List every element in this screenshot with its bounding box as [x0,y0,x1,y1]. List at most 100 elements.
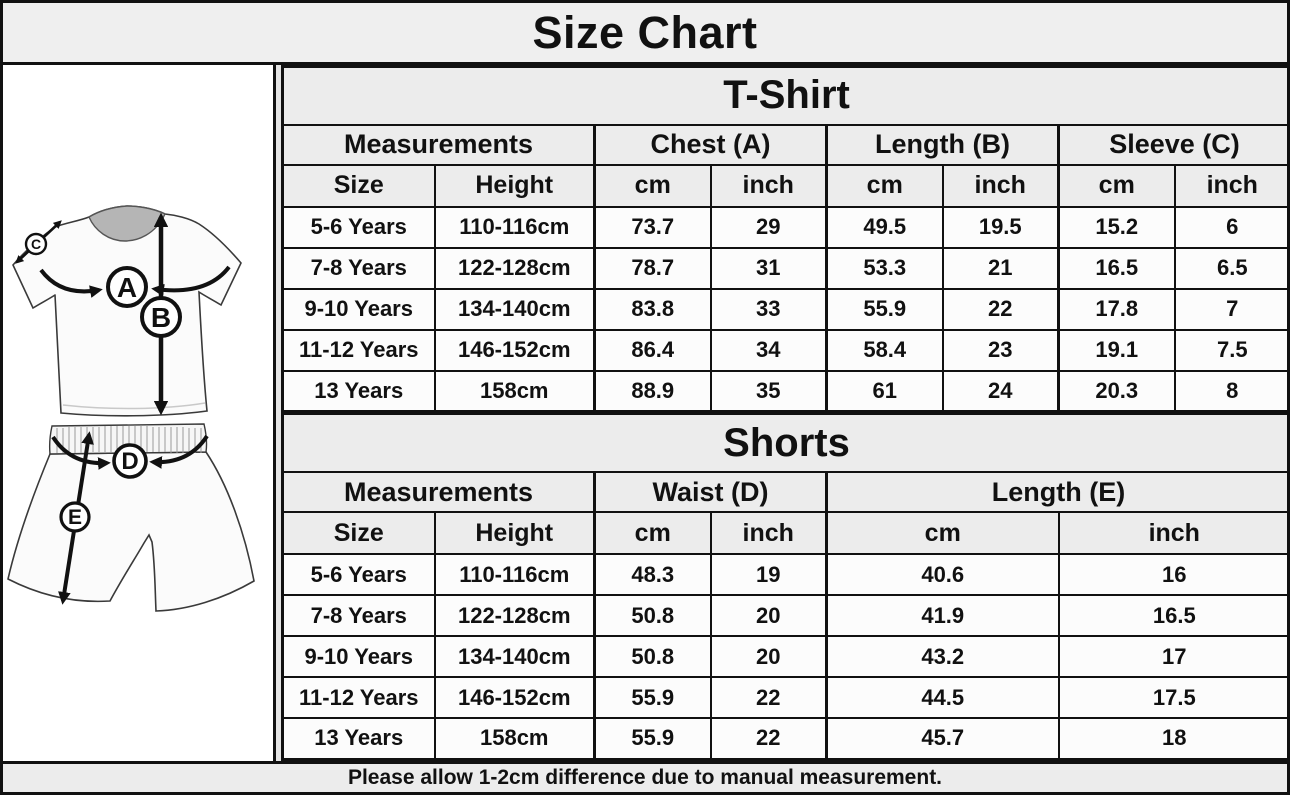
table-cell: 122-128cm [433,594,596,637]
table-cell: 18 [1057,717,1287,760]
waist-label: D [121,448,138,475]
table-cell: 7-8 Years [281,594,436,637]
table-cell: 158cm [433,717,596,760]
table-row: 7-8 Years 122-128cm 78.7 31 53.3 21 16.5 6.5 [281,246,1287,290]
sleeve-arrow: C [15,220,62,264]
chest-label-circle: A [106,266,148,308]
tshirt-group-length: Length (B) [825,123,1060,166]
length-label-circle: B [140,296,182,338]
table-cell: 16.5 [1057,594,1287,637]
table-row: 13 Years 158cm 55.9 22 45.7 18 [281,717,1287,760]
table-cell: 5-6 Years [281,553,436,596]
table-cell: 86.4 [593,328,712,372]
column-header-inch: inch [709,511,828,555]
table-cell: 50.8 [593,594,712,637]
illustration-panel: C A B [3,65,276,761]
table-cell: 44.5 [825,676,1060,719]
chest-label: A [117,272,137,303]
column-header-size: Size [281,511,436,555]
shorts-length-label-circle: E [59,501,91,533]
table-cell: 55.9 [593,676,712,719]
table-cell: 13 Years [281,369,436,413]
table-cell: 16 [1057,553,1287,596]
waist-label-circle: D [112,443,148,479]
shorts-section-title: Shorts [281,413,1287,473]
table-cell: 22 [709,717,828,760]
tshirt-group-measurements: Measurements [281,123,596,166]
column-header-cm: cm [593,511,712,555]
tshirt-illustration [12,205,242,417]
column-header-inch: inch [1173,163,1287,208]
main-area: C A B [3,65,1287,761]
table-cell: 15.2 [1057,205,1176,249]
table-cell: 20 [709,594,828,637]
table-row: 5-6 Years 110-116cm 73.7 29 49.5 19.5 15.2 6 [281,205,1287,249]
table-cell: 33 [709,287,828,331]
column-header-cm: cm [825,511,1060,555]
table-cell: 22 [709,676,828,719]
table-cell: 43.2 [825,635,1060,678]
table-cell: 29 [709,205,828,249]
table-row: 11-12 Years 146-152cm 55.9 22 44.5 17.5 [281,676,1287,719]
table-cell: 88.9 [593,369,712,413]
table-cell: 158cm [433,369,596,413]
waist-arrow-right [149,434,209,469]
table-cell: 17.5 [1057,676,1287,719]
shorts-size-table: Shorts Measurements Waist (D) Length (E)… [281,413,1287,761]
table-cell: 55.9 [825,287,944,331]
table-cell: 19 [709,553,828,596]
table-row: 13 Years 158cm 88.9 35 61 24 20.3 8 [281,369,1287,413]
table-cell: 50.8 [593,635,712,678]
table-cell: 11-12 Years [281,676,436,719]
table-cell: 7-8 Years [281,246,436,290]
table-cell: 20.3 [1057,369,1176,413]
table-row: 7-8 Years 122-128cm 50.8 20 41.9 16.5 [281,594,1287,637]
table-cell: 83.8 [593,287,712,331]
table-cell: 23 [941,328,1060,372]
table-cell: 9-10 Years [281,635,436,678]
table-cell: 110-116cm [433,205,596,249]
shorts-length-label: E [68,506,82,529]
column-header-cm: cm [593,163,712,208]
table-cell: 24 [941,369,1060,413]
column-header-inch: inch [1057,511,1287,555]
table-cell: 5-6 Years [281,205,436,249]
table-cell: 134-140cm [433,287,596,331]
table-cell: 8 [1173,369,1287,413]
table-cell: 41.9 [825,594,1060,637]
shorts-group-waist: Waist (D) [593,471,828,513]
table-cell: 110-116cm [433,553,596,596]
chest-arrow-right [151,265,231,297]
shorts-group-measurements: Measurements [281,471,596,513]
tables-column: T-Shirt Measurements Chest (A) Length (B… [281,65,1287,761]
table-cell: 7 [1173,287,1287,331]
column-header-height: Height [433,163,596,208]
table-cell: 53.3 [825,246,944,290]
table-cell: 6 [1173,205,1287,249]
table-cell: 78.7 [593,246,712,290]
waist-arrow-left [51,435,111,470]
tshirt-section-title: T-Shirt [281,65,1287,126]
table-cell: 7.5 [1173,328,1287,372]
page-title: Size Chart [532,6,758,58]
column-header-height: Height [433,511,596,555]
table-cell: 20 [709,635,828,678]
table-cell: 73.7 [593,205,712,249]
table-row: 5-6 Years 110-116cm 48.3 19 40.6 16 [281,553,1287,596]
table-cell: 6.5 [1173,246,1287,290]
table-row: 9-10 Years 134-140cm 83.8 33 55.9 22 17.8 7 [281,287,1287,331]
table-row: 11-12 Years 146-152cm 86.4 34 58.4 23 19.1 7.5 [281,328,1287,372]
table-cell: 13 Years [281,717,436,760]
column-header-inch: inch [709,163,828,208]
table-cell: 40.6 [825,553,1060,596]
table-row: 9-10 Years 134-140cm 50.8 20 43.2 17 [281,635,1287,678]
footer-note: Please allow 1-2cm difference due to man… [347,766,943,789]
table-cell: 49.5 [825,205,944,249]
column-header-cm: cm [1057,163,1176,208]
shorts-group-length: Length (E) [824,471,1287,513]
title-bar: Size Chart [3,3,1287,65]
table-cell: 22 [941,287,1060,331]
measurement-diagram: C A B [7,205,255,612]
table-cell: 16.5 [1057,246,1176,290]
column-header-inch: inch [941,163,1060,208]
